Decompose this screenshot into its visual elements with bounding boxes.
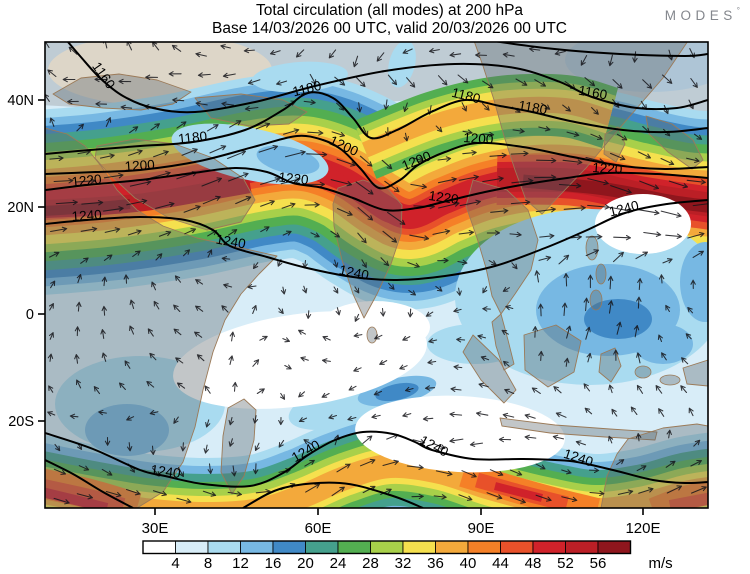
contour-line-1180 bbox=[45, 91, 708, 155]
contour-label: 1180 bbox=[450, 85, 482, 107]
colorbar-segment bbox=[370, 540, 404, 554]
lon-tick-label: 60E bbox=[305, 520, 332, 537]
contour-label: 1240 bbox=[215, 232, 247, 252]
colorbar-tick-label: 48 bbox=[525, 555, 542, 572]
colorbar-segment bbox=[500, 540, 534, 554]
chart-title-block: Total circulation (all modes) at 200 hPa… bbox=[58, 2, 721, 38]
colorbar-segment bbox=[240, 540, 274, 554]
wind-arrows bbox=[45, 42, 708, 505]
lon-tick-label: 30E bbox=[142, 520, 169, 537]
contour-line bbox=[45, 459, 134, 508]
colorbar-tick-label: 36 bbox=[427, 555, 444, 572]
colorbar-tick-label: 24 bbox=[330, 555, 347, 572]
lat-tick-label: 40N bbox=[7, 93, 34, 109]
contour-label: 1160 bbox=[577, 83, 608, 103]
map-frame-group: 40N 20N 0 20S 30E 60E 90E 120E bbox=[7, 41, 709, 537]
map-border bbox=[44, 41, 709, 509]
colorbar-segment bbox=[435, 540, 469, 554]
lon-tick-label: 120E bbox=[625, 520, 660, 537]
contour-line bbox=[242, 481, 424, 508]
contour-label: 1220 bbox=[278, 169, 309, 187]
colorbar-tick-label: 8 bbox=[204, 555, 212, 572]
colorbar-tick-label: 28 bbox=[362, 555, 379, 572]
colorbar-segment bbox=[467, 540, 501, 554]
contour-line-1240 bbox=[45, 199, 708, 282]
contour-line-1160 bbox=[493, 42, 708, 58]
colorbar-tick-label: 32 bbox=[395, 555, 412, 572]
colorbar-tick-label: 16 bbox=[265, 555, 282, 572]
calm-region-shading bbox=[55, 42, 708, 473]
colorbar-segment bbox=[597, 540, 631, 554]
colorbar-segment bbox=[532, 540, 566, 554]
colorbar-segment bbox=[565, 540, 599, 554]
modes-logo: MODES° bbox=[664, 6, 740, 23]
colorbar-tick-label: 44 bbox=[492, 555, 509, 572]
contour-label: 1240 bbox=[150, 462, 182, 481]
contour-line-1200 bbox=[45, 134, 708, 190]
colorbar-tick-label: 4 bbox=[171, 555, 179, 572]
colorbar-segment bbox=[272, 540, 306, 554]
lon-tick-label: 90E bbox=[468, 520, 495, 537]
contour-label: 1180 bbox=[291, 78, 323, 100]
contour-label: 1200 bbox=[463, 130, 494, 147]
colorbar-segment bbox=[142, 540, 176, 554]
contour-line-1160 bbox=[66, 42, 708, 114]
contour-label: 1220 bbox=[428, 188, 460, 207]
contour-line-1240 bbox=[45, 430, 708, 488]
lat-tick-label: 20S bbox=[8, 414, 34, 430]
colorbar-segment bbox=[305, 540, 339, 554]
contour-label: 1180 bbox=[177, 129, 207, 147]
contour-label: 1180 bbox=[517, 98, 548, 118]
colorbar-segment bbox=[207, 540, 241, 554]
colorbar-segment bbox=[402, 540, 436, 554]
colorbar-tick-label: 40 bbox=[460, 555, 477, 572]
contour-label: 1220 bbox=[71, 171, 102, 189]
contour-label: 1200 bbox=[124, 157, 155, 174]
colorbar-tick-label: 56 bbox=[590, 555, 607, 572]
colorbar-segment bbox=[175, 540, 209, 554]
lat-tick-label: 0 bbox=[26, 307, 34, 323]
colorbar-segment bbox=[337, 540, 371, 554]
lat-tick-label: 20N bbox=[7, 200, 34, 216]
contour-label: 1240 bbox=[71, 207, 102, 224]
colorbar: 4 8 12 16 20 24 28 32 36 40 44 48 52 56 m/s bbox=[142, 540, 673, 572]
contour-line-1220 bbox=[45, 166, 708, 212]
colorbar-unit: m/s bbox=[649, 555, 673, 572]
colorbar-tick-label: 52 bbox=[557, 555, 574, 572]
contour-label: 1240 bbox=[338, 262, 371, 283]
colorbar-tick-label: 12 bbox=[232, 555, 249, 572]
contour-label: 1220 bbox=[592, 160, 623, 177]
logo-mark: ° bbox=[736, 6, 740, 15]
chart-title: Total circulation (all modes) at 200 hPa bbox=[255, 2, 524, 19]
colorbar-tick-label: 20 bbox=[297, 555, 314, 572]
chart-subtitle: Base 14/03/2026 00 UTC, valid 20/03/2026… bbox=[211, 20, 567, 37]
contour-label: 1240 bbox=[608, 198, 641, 220]
